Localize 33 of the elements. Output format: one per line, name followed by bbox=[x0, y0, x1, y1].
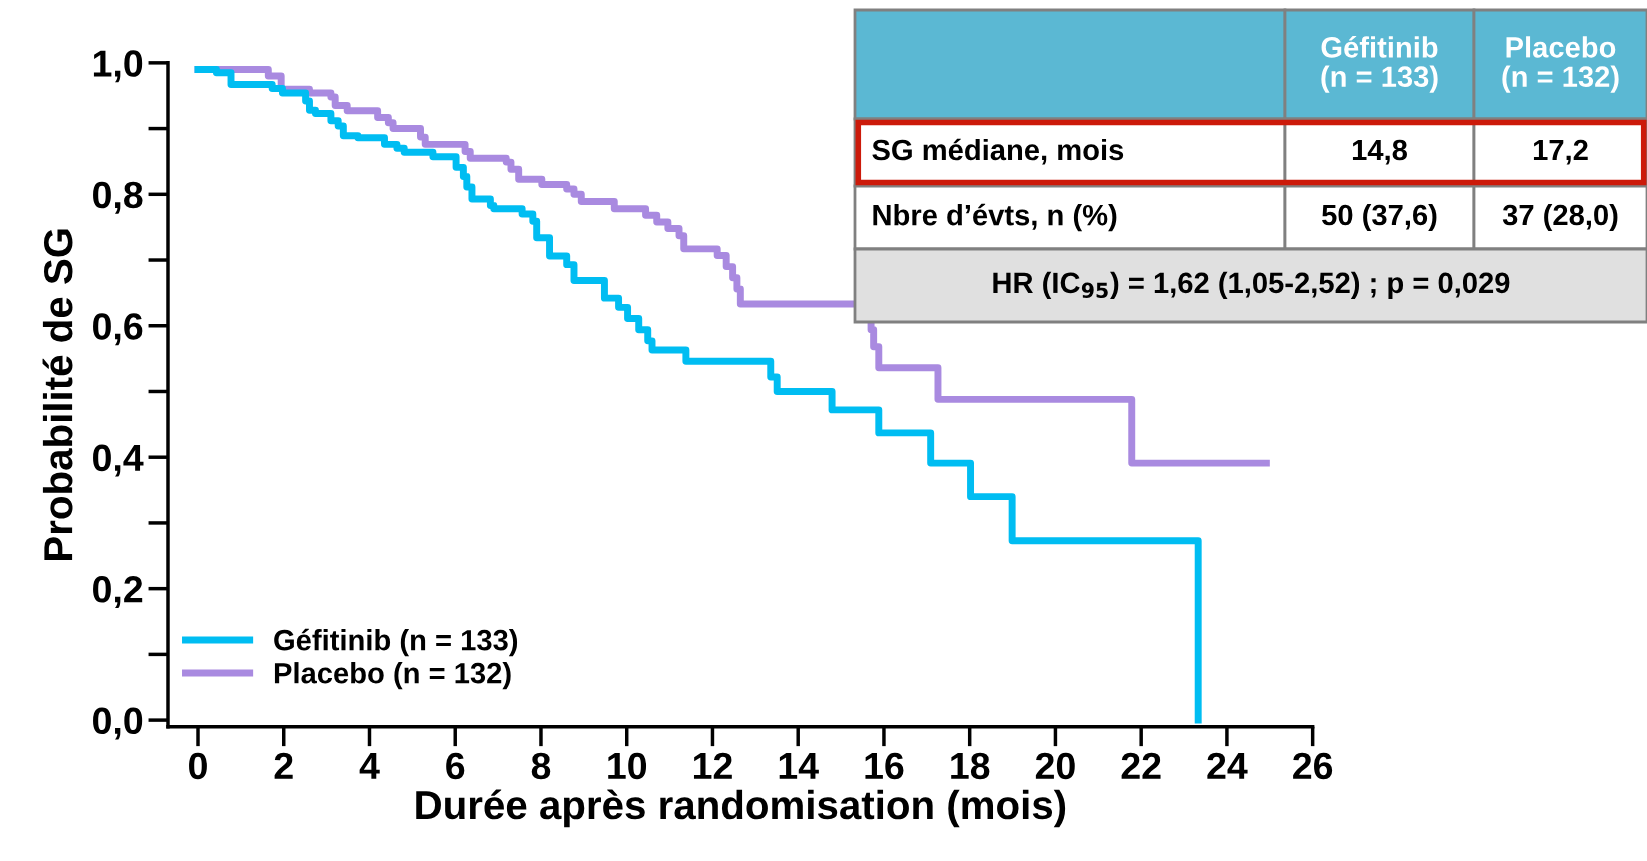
y-axis-title: Probabilité de SG bbox=[42, 229, 73, 560]
y-tick-label: 1,0 bbox=[93, 50, 143, 83]
x-tick-label: 2 bbox=[274, 752, 293, 779]
text: 37 (28,0) bbox=[1502, 203, 1618, 232]
text: Placebo (n = 132) bbox=[1502, 36, 1619, 93]
x-tick-label: 4 bbox=[359, 753, 380, 779]
x-tick-label: 16 bbox=[865, 752, 904, 780]
text: 14,8 bbox=[1352, 139, 1407, 165]
x-tick-label: 20 bbox=[1035, 752, 1075, 780]
annotation: HR (IC$_{95}$) = 1,62 (1,05-2,52) ; p = 0,029 bbox=[993, 271, 1510, 299]
x-tick-label: 8 bbox=[531, 752, 551, 780]
x-tick-label: 22 bbox=[1121, 752, 1161, 779]
annotation: Nbre d’évts, n (%) bbox=[873, 203, 1117, 232]
text: 50 (37,6) bbox=[1322, 203, 1437, 232]
annotation: SG médiane, mois bbox=[872, 138, 1124, 165]
text: 17,2 bbox=[1533, 139, 1588, 165]
x-tick-label: 0 bbox=[189, 752, 207, 780]
x-axis-title: Durée après randomisation (mois) bbox=[416, 789, 1066, 828]
x-tick-label: 10 bbox=[608, 752, 647, 780]
legend-label: Géfitinib (n = 133) bbox=[274, 628, 518, 657]
x-tick-label: 26 bbox=[1293, 752, 1333, 780]
y-tick-label: 0,0 bbox=[93, 707, 143, 740]
y-tick-label: 0,8 bbox=[93, 181, 143, 214]
text: Géfitinib (n = 133) bbox=[1321, 36, 1438, 93]
y-tick-label: 0,4 bbox=[93, 444, 144, 477]
x-tick-label: 24 bbox=[1207, 752, 1248, 779]
y-tick-label: 0,2 bbox=[93, 576, 143, 609]
x-tick-label: 18 bbox=[951, 752, 990, 780]
x-tick-label: 6 bbox=[446, 752, 465, 780]
legend-label: Placebo (n = 132) bbox=[274, 662, 511, 690]
x-tick-label: 12 bbox=[693, 752, 732, 779]
x-tick-label: 14 bbox=[779, 753, 819, 779]
y-tick-label: 0,6 bbox=[93, 313, 143, 346]
